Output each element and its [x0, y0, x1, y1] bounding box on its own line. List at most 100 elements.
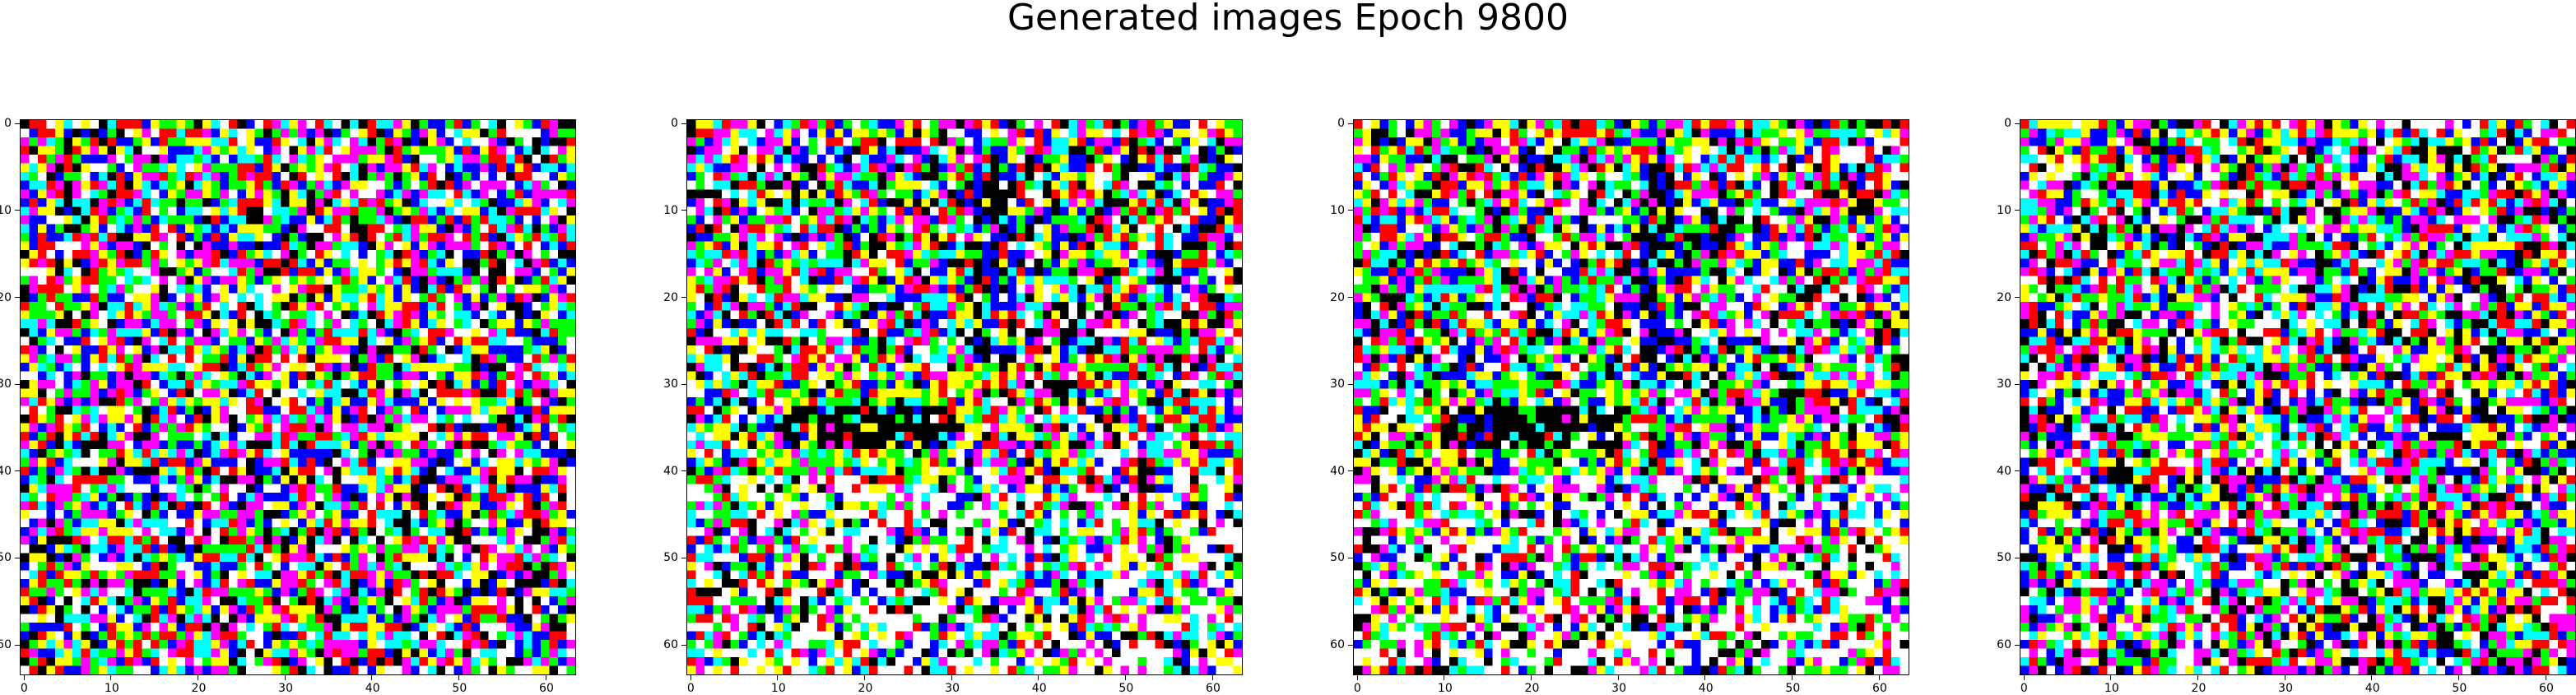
y-tick-label: 40 [663, 464, 678, 478]
y-tick-label: 60 [663, 638, 678, 652]
y-tick-label: 40 [0, 464, 12, 478]
y-tick-label: 60 [0, 638, 12, 652]
y-tick-label: 0 [1337, 117, 1345, 131]
y-tick-label: 10 [1330, 203, 1345, 217]
image-canvas [2020, 119, 2576, 675]
y-tick [2015, 383, 2020, 385]
x-tick [690, 675, 691, 680]
x-tick-label: 60 [2539, 682, 2554, 695]
y-tick [15, 297, 20, 299]
y-tick-label: 20 [0, 290, 12, 304]
y-tick [1348, 210, 1353, 211]
x-tick-label: 40 [2364, 682, 2380, 695]
x-tick-label: 40 [365, 682, 380, 695]
y-tick-label: 10 [0, 203, 12, 217]
x-tick [284, 675, 286, 680]
y-tick-label: 40 [1997, 464, 2011, 478]
x-tick-label: 40 [1031, 682, 1047, 695]
x-tick-label: 0 [1353, 682, 1361, 695]
x-tick-label: 10 [770, 682, 786, 695]
y-tick [681, 123, 686, 124]
x-tick-label: 20 [191, 682, 207, 695]
x-tick-label: 60 [539, 682, 554, 695]
y-tick-label: 50 [0, 551, 12, 565]
image-canvas [20, 119, 576, 675]
y-tick-label: 20 [1330, 290, 1345, 304]
x-tick-label: 60 [1206, 682, 1221, 695]
y-tick-label: 50 [1997, 551, 2011, 565]
x-tick-label: 30 [1611, 682, 1626, 695]
x-tick [458, 675, 459, 680]
y-tick [681, 644, 686, 646]
y-tick [2015, 470, 2020, 472]
y-tick-label: 0 [671, 117, 678, 131]
x-tick-label: 20 [1524, 682, 1540, 695]
y-tick [2015, 297, 2020, 299]
y-tick [681, 383, 686, 385]
x-tick-label: 50 [1118, 682, 1134, 695]
x-tick [371, 675, 373, 680]
y-tick-label: 30 [1997, 378, 2011, 392]
x-tick-label: 40 [1698, 682, 1713, 695]
y-tick [2015, 210, 2020, 211]
y-tick-label: 20 [663, 290, 678, 304]
x-tick [1531, 675, 1532, 680]
x-tick [1878, 675, 1880, 680]
y-tick [681, 210, 686, 211]
x-tick-label: 10 [2104, 682, 2119, 695]
y-tick [15, 470, 20, 472]
x-tick [1791, 675, 1793, 680]
y-tick-label: 40 [1330, 464, 1345, 478]
y-tick [1348, 470, 1353, 472]
x-tick-label: 0 [2020, 682, 2028, 695]
y-tick [1348, 297, 1353, 299]
x-tick [2371, 675, 2373, 680]
x-tick [110, 675, 112, 680]
x-tick-label: 50 [1785, 682, 1801, 695]
y-tick [2015, 123, 2020, 124]
y-tick [15, 123, 20, 124]
x-tick [2023, 675, 2025, 680]
x-tick-label: 60 [1872, 682, 1887, 695]
x-tick-label: 10 [1437, 682, 1453, 695]
y-tick-label: 30 [663, 378, 678, 392]
x-tick [1356, 675, 1358, 680]
x-tick-label: 0 [20, 682, 28, 695]
x-tick [1704, 675, 1706, 680]
y-tick-label: 30 [1330, 378, 1345, 392]
x-tick [1617, 675, 1619, 680]
figure-title: Generated images Epoch 9800 [1007, 0, 1569, 39]
image-canvas [1353, 119, 1909, 675]
y-tick [681, 470, 686, 472]
y-tick [2015, 644, 2020, 646]
x-tick [2197, 675, 2199, 680]
x-tick-label: 30 [945, 682, 960, 695]
image-canvas [686, 119, 1243, 675]
y-tick-label: 60 [1330, 638, 1345, 652]
x-tick [2457, 675, 2459, 680]
x-tick [2110, 675, 2112, 680]
y-tick-label: 10 [663, 203, 678, 217]
y-tick [15, 383, 20, 385]
x-tick [777, 675, 779, 680]
x-tick-label: 30 [2278, 682, 2293, 695]
x-tick-label: 20 [2191, 682, 2206, 695]
y-tick [15, 210, 20, 211]
y-tick-label: 0 [2004, 117, 2011, 131]
x-tick [951, 675, 952, 680]
y-tick-label: 10 [1997, 203, 2011, 217]
y-tick [1348, 383, 1353, 385]
y-tick-label: 60 [1997, 638, 2011, 652]
x-tick-label: 30 [278, 682, 293, 695]
y-tick [1348, 644, 1353, 646]
y-tick [15, 644, 20, 646]
x-tick-label: 10 [104, 682, 119, 695]
x-tick [1211, 675, 1213, 680]
x-tick-label: 50 [452, 682, 467, 695]
x-tick-label: 20 [858, 682, 873, 695]
x-tick-label: 0 [686, 682, 695, 695]
y-tick-label: 50 [663, 551, 678, 565]
x-tick [864, 675, 866, 680]
y-tick-label: 50 [1330, 551, 1345, 565]
x-tick [23, 675, 25, 680]
